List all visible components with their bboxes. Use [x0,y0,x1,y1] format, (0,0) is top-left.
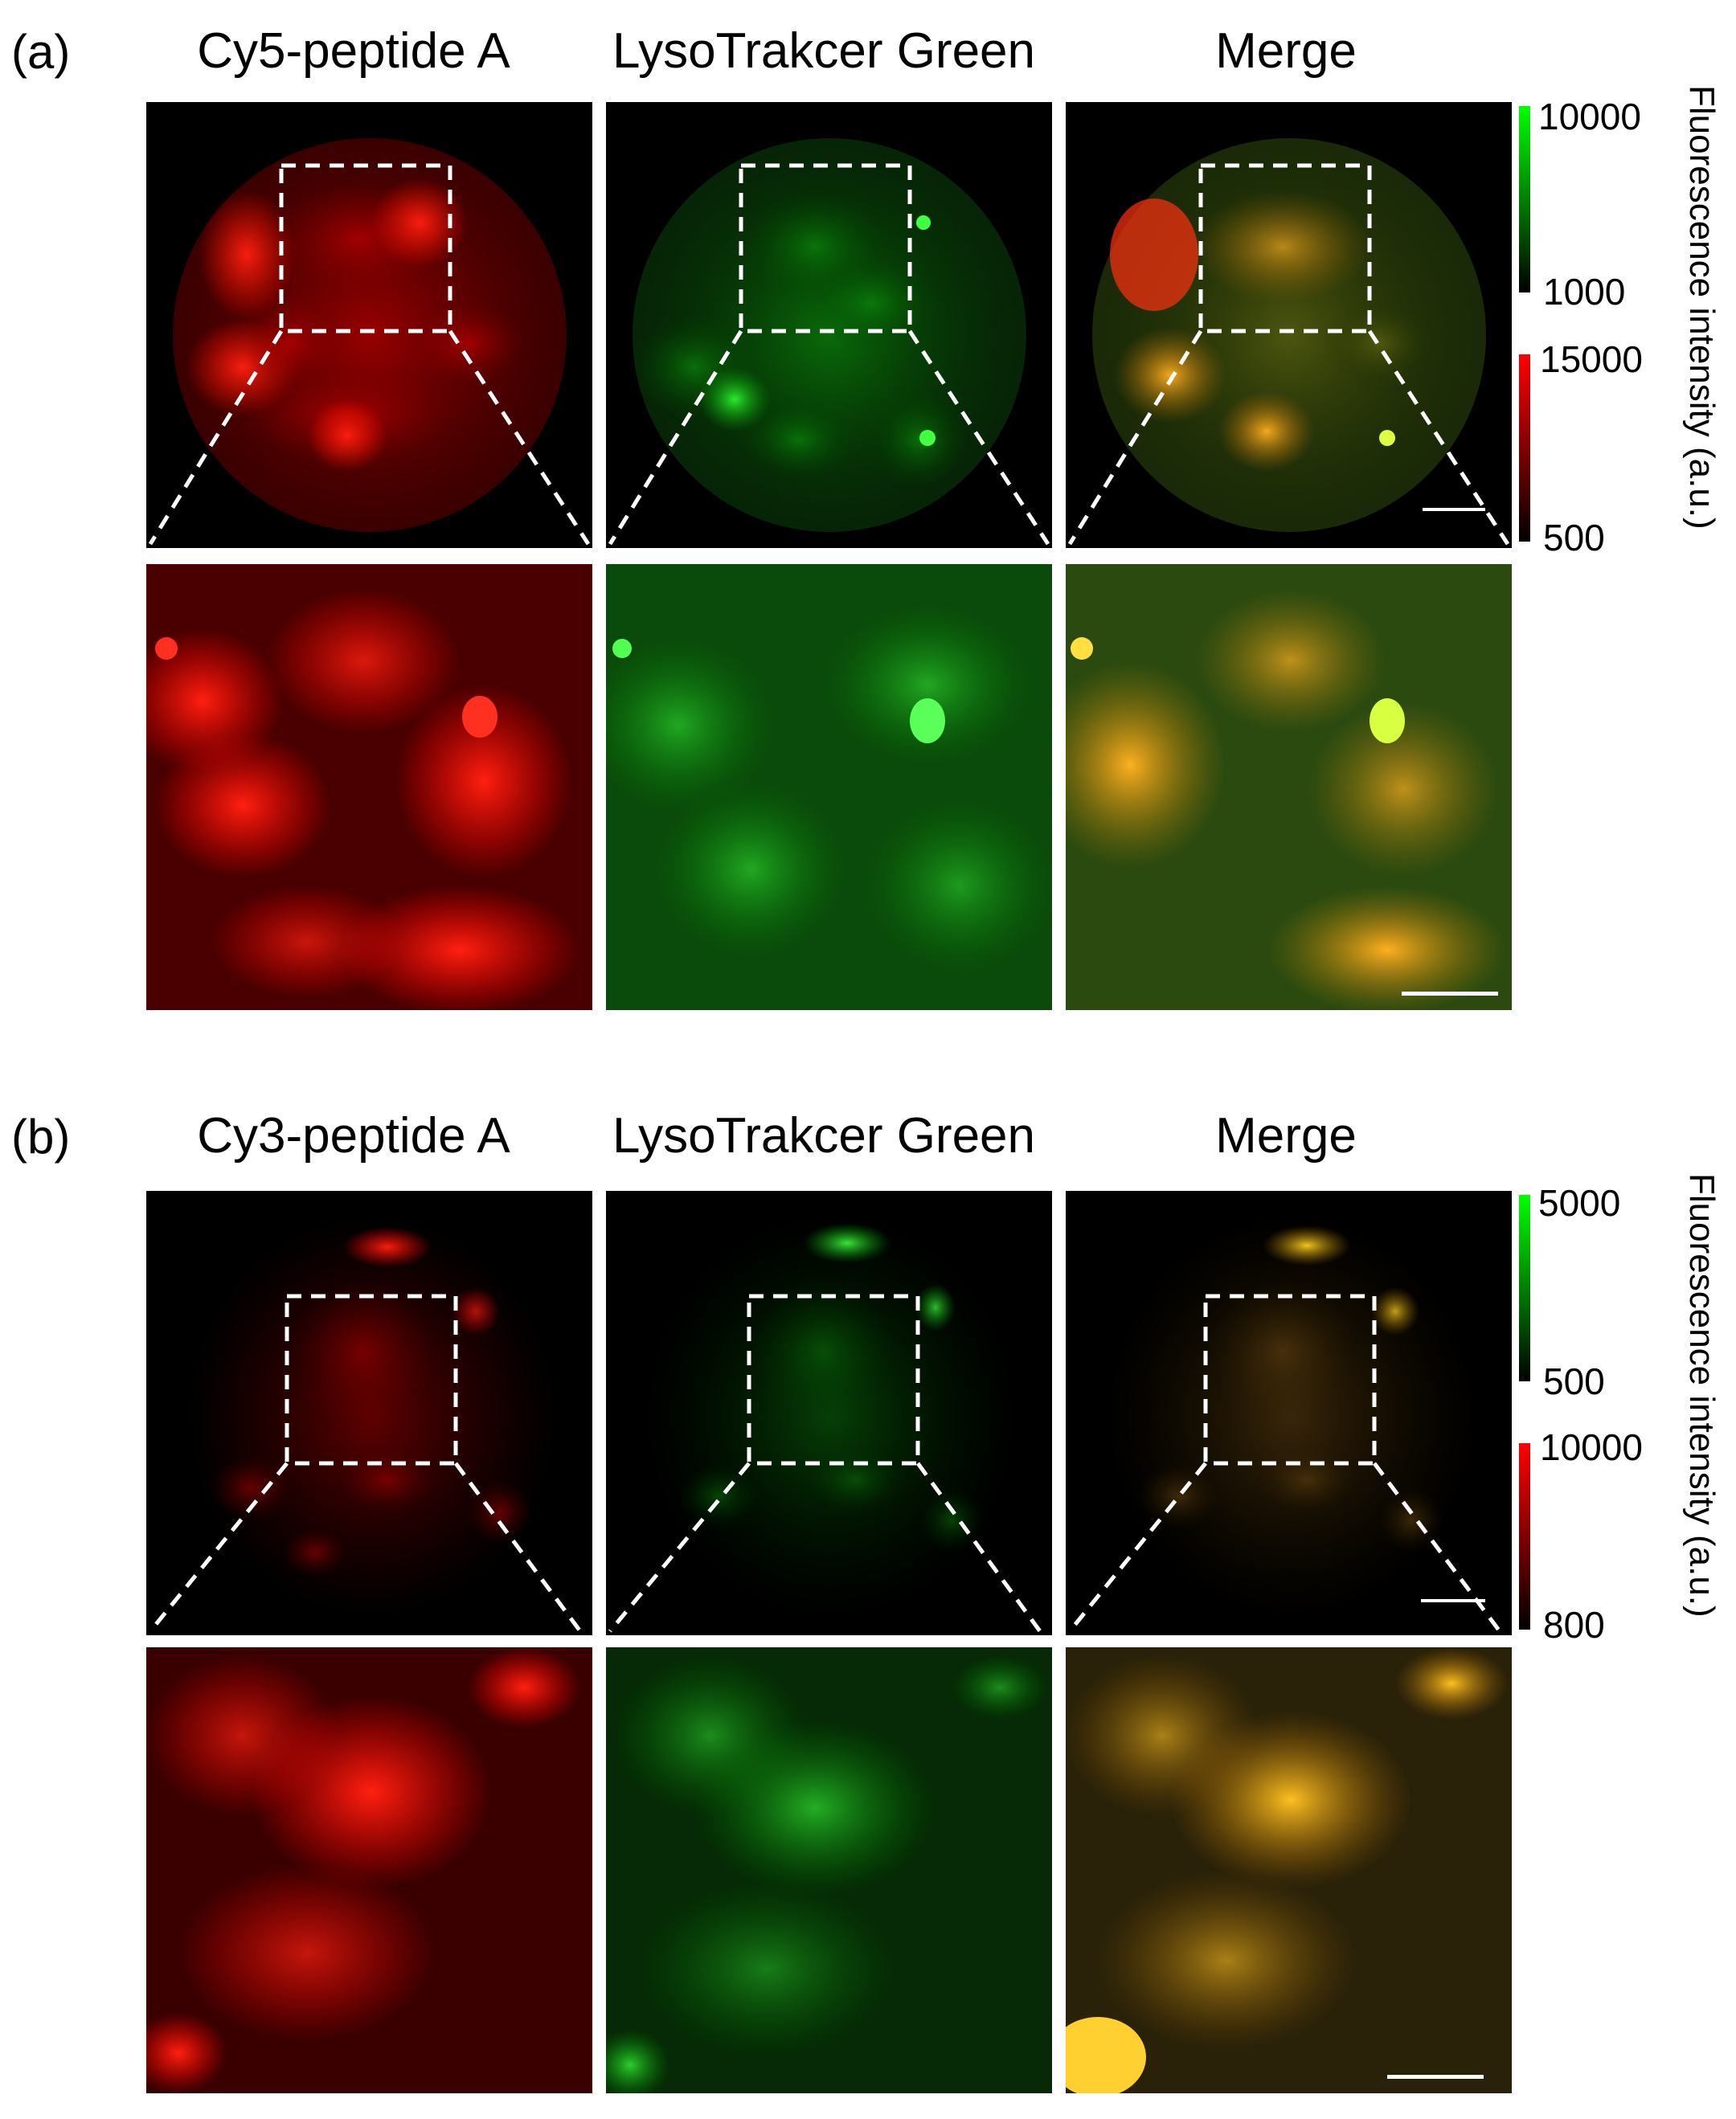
panel-b-merge-overview [1066,1191,1512,1635]
panel-b-title-merge: Merge [1215,1108,1357,1164]
panel-a-green-zoom [606,564,1052,1010]
scale-bar-b-overview [1421,1599,1485,1602]
panel-b-title-red: Cy3-peptide A [197,1108,510,1164]
panel-a-title-merge: Merge [1215,23,1357,79]
panel-a-green-overview [606,102,1052,548]
colorbar-b-red-max: 10000 [1540,1426,1643,1468]
colorbar-a-green-min: 1000 [1543,271,1626,313]
colorbar-b-green-max: 5000 [1538,1182,1621,1224]
colorbar-b-green [1519,1195,1530,1381]
panel-b-red-overview [146,1191,592,1635]
panel-b-green-zoom [606,1647,1052,2093]
scale-bar-a-zoom [1402,992,1498,996]
panel-b-green-overview [606,1191,1052,1635]
colorbar-b-red [1519,1443,1530,1630]
scale-bar-b-zoom [1387,2075,1484,2079]
panel-a-title-red: Cy5-peptide A [197,23,510,79]
colorbar-a-red-min: 500 [1543,517,1605,558]
colorbar-a-green-max: 10000 [1538,96,1641,137]
colorbar-a-red [1519,354,1530,542]
colorbar-a-green [1519,106,1530,292]
panel-a-title-green: LysoTrakcer Green [612,23,1036,79]
panel-a-red-overview [146,102,592,548]
colorbar-b-axis-title: Fluorescence intensity (a.u.) [1682,1173,1722,1618]
panel-a-red-zoom [146,564,592,1010]
panel-a-merge-zoom [1066,564,1512,1010]
colorbar-b-red-min: 800 [1543,1604,1605,1646]
panel-b-merge-zoom [1066,1647,1512,2093]
colorbar-b-green-min: 500 [1543,1360,1605,1402]
panel-b-letter: (b) [11,1110,71,1164]
panel-a-letter: (a) [11,25,71,79]
panel-b-red-zoom [146,1647,592,2093]
colorbar-a-axis-title: Fluorescence intensity (a.u.) [1682,85,1722,530]
panel-b-title-green: LysoTrakcer Green [612,1108,1036,1164]
panel-a-merge-overview [1066,102,1512,548]
colorbar-a-red-max: 15000 [1540,338,1643,380]
scale-bar-a-overview [1423,508,1485,511]
